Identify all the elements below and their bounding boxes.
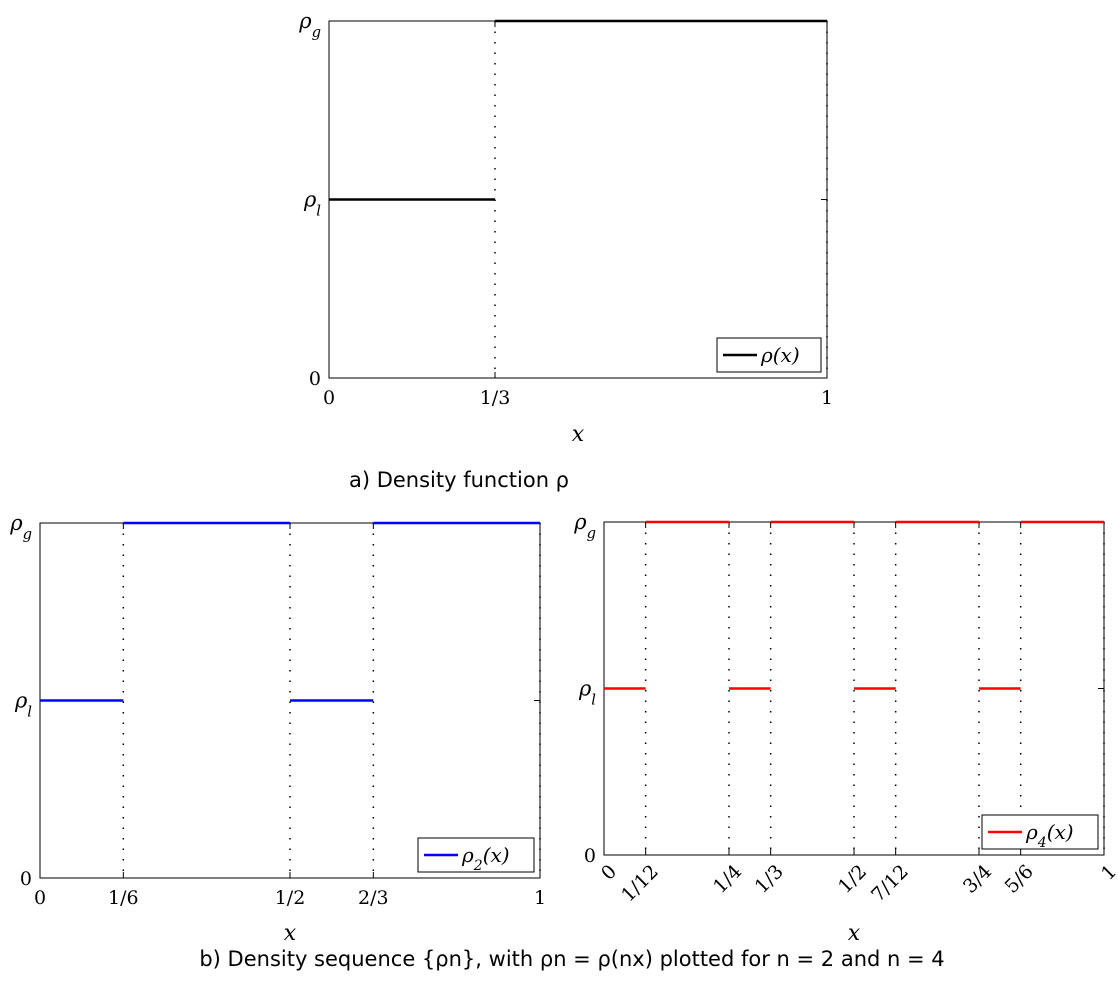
legend-label: ρ2(x) xyxy=(461,843,510,874)
plot-a-density-function: 0 1/3 1 0 ρl ρg x ρ(x) xyxy=(298,9,833,447)
y-tick-label: ρl xyxy=(578,677,596,709)
y-tick-label: ρg xyxy=(9,511,32,543)
y-tick-label: 0 xyxy=(309,368,321,390)
caption-a: a) Density function ρ xyxy=(349,468,569,492)
y-tick-label: ρg xyxy=(573,510,596,542)
x-tick-label: 2/3 xyxy=(358,887,389,909)
x-tick-label: 1/3 xyxy=(751,861,788,898)
caption-b: b) Density sequence {ρn}, with ρn = ρ(nx… xyxy=(199,947,944,971)
x-axis-label: x xyxy=(848,921,861,946)
legend-label: ρ(x) xyxy=(760,343,800,367)
x-tick-label: 7/12 xyxy=(867,861,913,907)
x-tick-label: 1/2 xyxy=(275,887,306,909)
x-tick-label: 3/4 xyxy=(959,861,996,898)
y-tick-label: 0 xyxy=(584,845,596,867)
plot-b-left-rho2: 0 1/6 1/2 2/3 1 0 ρl ρg x ρ2(x) xyxy=(9,511,546,946)
x-tick-label: 0 xyxy=(597,861,621,885)
y-tick-label: ρg xyxy=(298,9,321,41)
y-tick-label: ρl xyxy=(14,689,32,721)
x-tick-label: 1/6 xyxy=(108,887,139,909)
x-tick-label: 0 xyxy=(323,387,335,409)
x-tick-label: 5/6 xyxy=(1001,861,1038,898)
x-axis-label: x xyxy=(284,921,297,946)
x-tick-label: 1 xyxy=(534,887,546,909)
x-tick-label: 1/12 xyxy=(617,861,663,907)
x-tick-label: 1 xyxy=(1097,861,1118,885)
y-tick-label: ρl xyxy=(303,188,321,220)
x-tick-label: 1/2 xyxy=(834,861,871,898)
x-tick-label: 1/3 xyxy=(480,387,511,409)
x-tick-label: 0 xyxy=(34,887,46,909)
x-tick-label: 1 xyxy=(821,387,833,409)
y-tick-label: 0 xyxy=(20,868,32,890)
legend-label: ρ4(x) xyxy=(1025,820,1074,851)
x-tick-label: 1/4 xyxy=(709,861,746,898)
x-axis-label: x xyxy=(572,422,585,447)
